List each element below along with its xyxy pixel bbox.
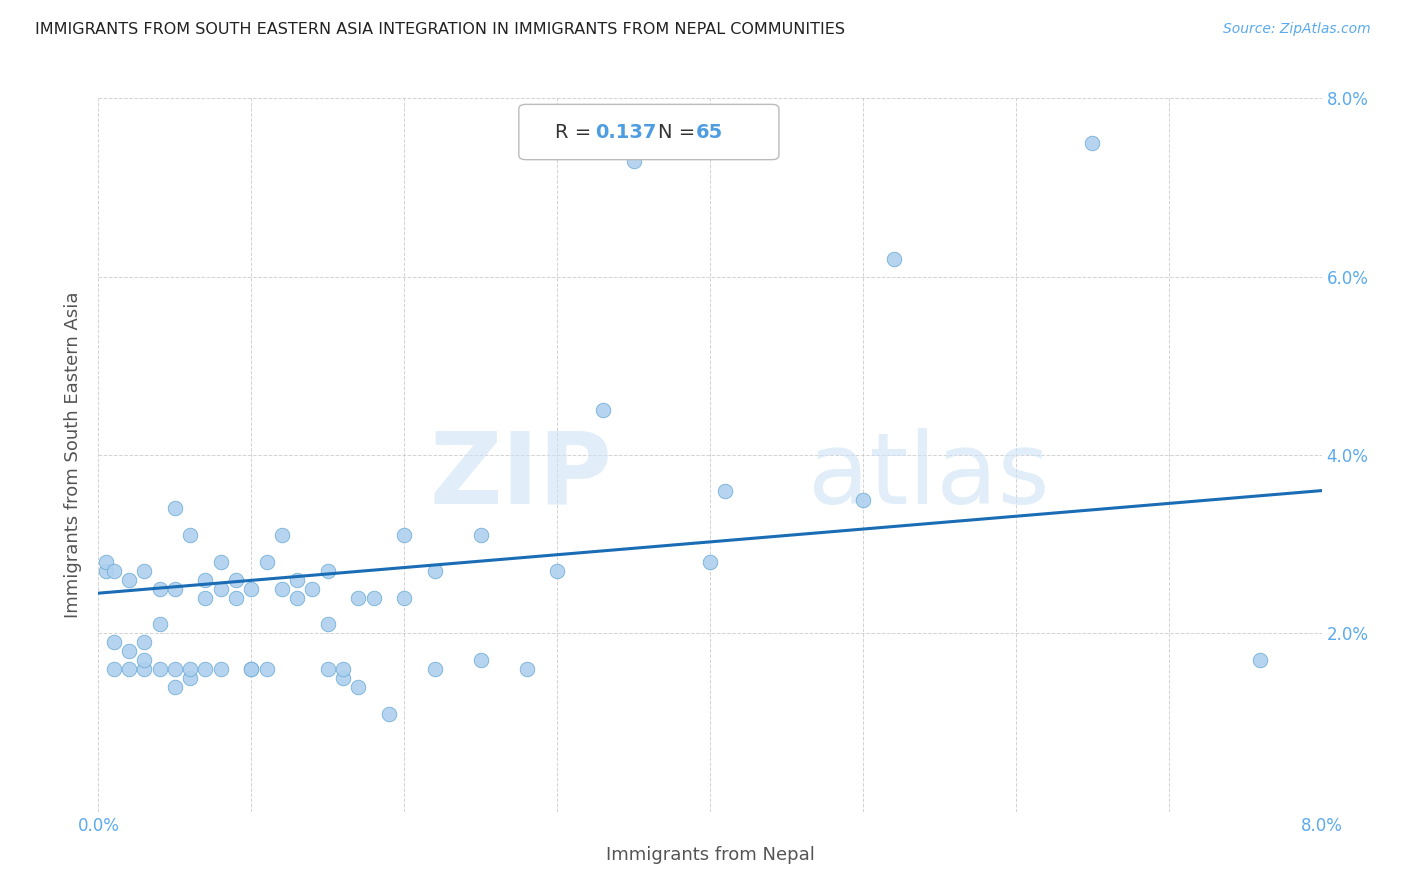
Point [209, 582, 232, 596]
Point [94, 555, 117, 569]
Point [378, 706, 401, 721]
Text: ZIP: ZIP [429, 428, 612, 524]
Point [194, 662, 217, 676]
Text: Source: ZipAtlas.com: Source: ZipAtlas.com [1223, 22, 1371, 37]
Point [163, 501, 186, 516]
Point [332, 662, 354, 676]
Point [163, 680, 186, 694]
Point [883, 252, 905, 266]
Point [209, 555, 232, 569]
Point [546, 564, 568, 578]
Point [163, 662, 186, 676]
Point [179, 528, 201, 542]
Point [94, 564, 117, 578]
Point [103, 564, 125, 578]
Point [347, 680, 370, 694]
Point [225, 573, 247, 587]
Point [285, 591, 308, 605]
Point [316, 617, 339, 632]
Point [392, 528, 416, 542]
Point [363, 591, 385, 605]
Point [134, 635, 156, 649]
Point [316, 662, 339, 676]
Point [225, 591, 247, 605]
Point [423, 564, 446, 578]
Text: atlas: atlas [808, 428, 1049, 524]
Text: IMMIGRANTS FROM SOUTH EASTERN ASIA INTEGRATION IN IMMIGRANTS FROM NEPAL COMMUNIT: IMMIGRANTS FROM SOUTH EASTERN ASIA INTEG… [35, 22, 845, 37]
Y-axis label: Immigrants from South Eastern Asia: Immigrants from South Eastern Asia [65, 292, 83, 618]
Point [623, 153, 645, 168]
Point [209, 662, 232, 676]
Point [163, 582, 186, 596]
Point [194, 573, 217, 587]
Point [194, 591, 217, 605]
Point [516, 662, 538, 676]
Text: 0.137: 0.137 [595, 122, 657, 142]
Point [270, 528, 294, 542]
Point [1081, 136, 1104, 150]
Point [699, 555, 721, 569]
Point [134, 653, 156, 667]
Point [118, 662, 141, 676]
Point [240, 582, 263, 596]
Point [852, 492, 875, 507]
Text: N =: N = [658, 122, 702, 142]
Point [592, 403, 614, 417]
Text: 65: 65 [696, 122, 723, 142]
Point [134, 564, 156, 578]
Point [347, 591, 370, 605]
Point [134, 662, 156, 676]
Point [423, 662, 446, 676]
Point [470, 653, 492, 667]
Point [118, 573, 141, 587]
Point [270, 582, 294, 596]
Point [179, 662, 201, 676]
Point [714, 483, 737, 498]
Point [179, 671, 201, 685]
Point [392, 591, 416, 605]
Text: R =: R = [555, 122, 598, 142]
Point [332, 671, 354, 685]
Point [240, 662, 263, 676]
Point [149, 582, 172, 596]
Point [118, 644, 141, 658]
Point [256, 662, 278, 676]
Point [285, 573, 308, 587]
Point [316, 564, 339, 578]
Point [149, 662, 172, 676]
Point [470, 528, 492, 542]
Point [103, 662, 125, 676]
Point [1249, 653, 1271, 667]
Point [149, 617, 172, 632]
Point [301, 582, 323, 596]
Point [240, 662, 263, 676]
Point [256, 555, 278, 569]
X-axis label: Immigrants from Nepal: Immigrants from Nepal [606, 846, 814, 863]
Point [103, 635, 125, 649]
